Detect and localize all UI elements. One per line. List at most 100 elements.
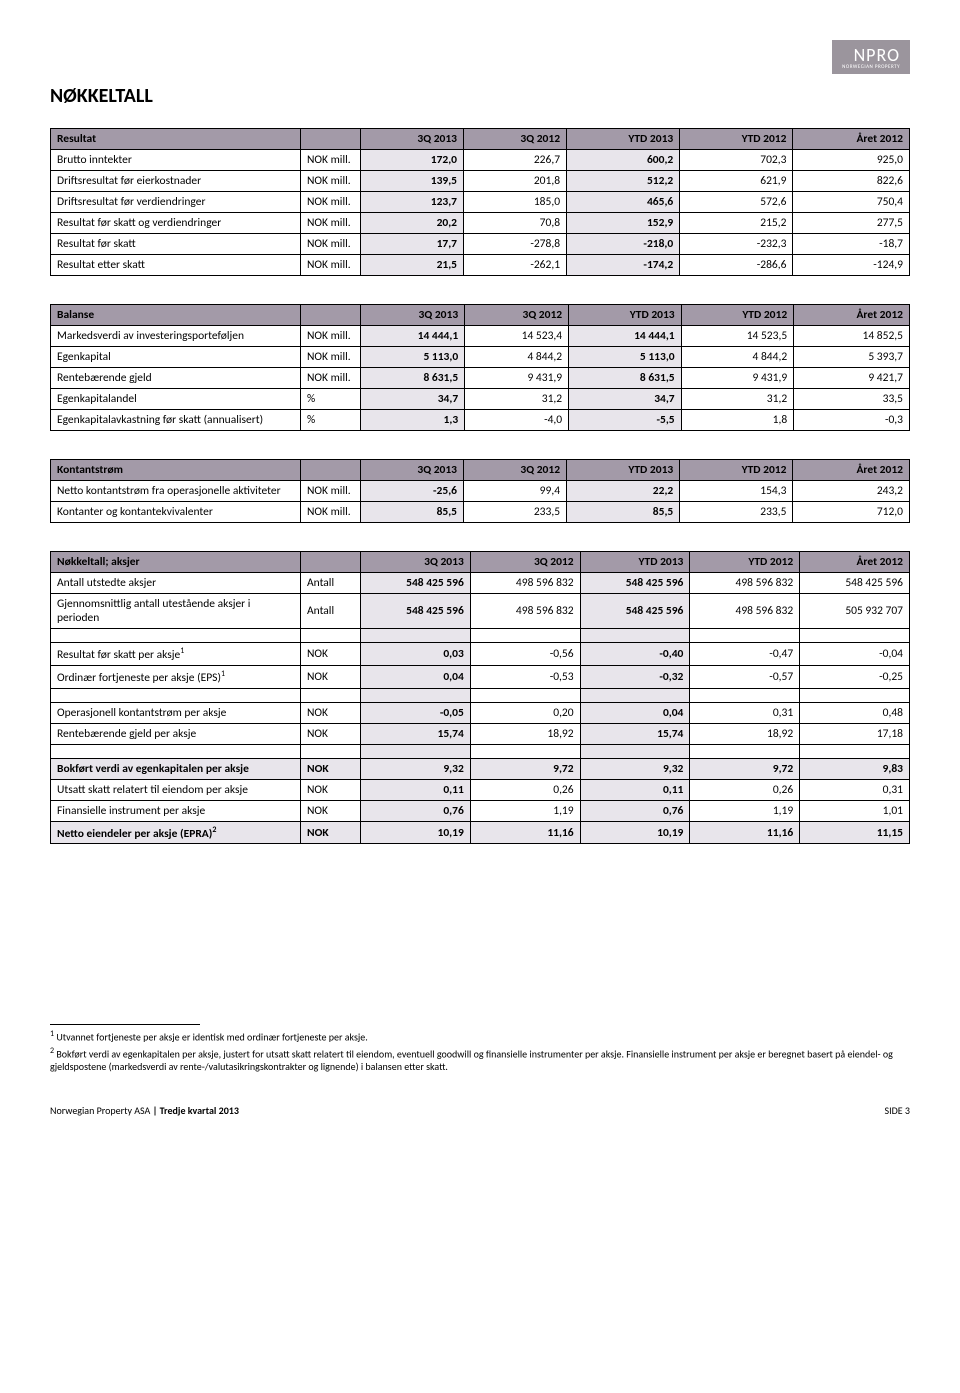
col-header: 3Q 2013 — [361, 552, 471, 573]
cell-value: 14 444,1 — [361, 326, 465, 347]
table-row: Markedsverdi av investeringsporteføljenN… — [51, 326, 910, 347]
cell-value: 498 596 832 — [690, 594, 800, 629]
row-unit: Antall — [301, 573, 361, 594]
col-header: Året 2012 — [793, 129, 910, 150]
cell-value: 702,3 — [680, 150, 793, 171]
kontant-table: Kontantstrøm3Q 20133Q 2012YTD 2013YTD 20… — [50, 459, 910, 523]
cell-value: 0,26 — [690, 779, 800, 800]
row-label: Operasjonell kontantstrøm per aksje — [51, 702, 301, 723]
cell-value: 0,48 — [800, 702, 910, 723]
cell-value: 10,19 — [361, 821, 471, 844]
cell-value: 9 431,9 — [465, 368, 569, 389]
row-label: Utsatt skatt relatert til eiendom per ak… — [51, 779, 301, 800]
cell-value: 0,11 — [361, 779, 471, 800]
col-header: 3Q 2012 — [465, 305, 569, 326]
cell-value: 1,3 — [361, 410, 465, 431]
cell-value: 11,15 — [800, 821, 910, 844]
cell-value: 512,2 — [567, 171, 680, 192]
table-row — [51, 629, 910, 643]
cell-value: 822,6 — [793, 171, 910, 192]
col-header: YTD 2012 — [680, 460, 793, 481]
table-row: Bokført verdi av egenkapitalen per aksje… — [51, 758, 910, 779]
row-label: Brutto inntekter — [51, 150, 301, 171]
col-header: 3Q 2012 — [470, 552, 580, 573]
row-label: Egenkapital — [51, 347, 301, 368]
cell-value: 20,2 — [361, 213, 464, 234]
row-label: Gjennomsnittlig antall utestående aksjer… — [51, 594, 301, 629]
cell-value: 233,5 — [464, 502, 567, 523]
table-row: Rentebærende gjeld per aksjeNOK15,7418,9… — [51, 723, 910, 744]
cell-value: 548 425 596 — [580, 594, 690, 629]
cell-value: 548 425 596 — [361, 573, 471, 594]
cell-value: 185,0 — [464, 192, 567, 213]
cell-value: 0,20 — [470, 702, 580, 723]
cell-value: 9 421,7 — [794, 368, 910, 389]
row-label: Resultat før skatt per aksje1 — [51, 643, 301, 666]
col-header: YTD 2013 — [580, 552, 690, 573]
cell-value: 8 631,5 — [569, 368, 682, 389]
cell-value: 0,26 — [470, 779, 580, 800]
cell-value: 1,19 — [470, 800, 580, 821]
table-row: Egenkapitalavkastning før skatt (annuali… — [51, 410, 910, 431]
table-row: Netto eiendeler per aksje (EPRA)2NOK10,1… — [51, 821, 910, 844]
col-header: YTD 2012 — [690, 552, 800, 573]
cell-value: 9,83 — [800, 758, 910, 779]
cell-value: -18,7 — [793, 234, 910, 255]
table-row: EgenkapitalNOK mill.5 113,04 844,25 113,… — [51, 347, 910, 368]
cell-value: 9,72 — [470, 758, 580, 779]
col-header: 3Q 2012 — [464, 460, 567, 481]
cell-value: 10,19 — [580, 821, 690, 844]
cell-value: 85,5 — [361, 502, 464, 523]
table-row: Gjennomsnittlig antall utestående aksjer… — [51, 594, 910, 629]
row-label: Egenkapitalavkastning før skatt (annuali… — [51, 410, 301, 431]
cell-value: 14 523,5 — [681, 326, 794, 347]
cell-value: 14 852,5 — [794, 326, 910, 347]
cell-value: 139,5 — [361, 171, 464, 192]
table-row: Kontanter og kontantekvivalenterNOK mill… — [51, 502, 910, 523]
cell-value: 498 596 832 — [470, 573, 580, 594]
cell-value: 152,9 — [567, 213, 680, 234]
footer-left: Norwegian Property ASA | Tredje kvartal … — [50, 1104, 239, 1117]
col-header: Året 2012 — [793, 460, 910, 481]
row-unit: % — [301, 389, 361, 410]
col-header: YTD 2013 — [567, 460, 680, 481]
table-row — [51, 744, 910, 758]
col-header: YTD 2013 — [567, 129, 680, 150]
cell-value: -0,47 — [690, 643, 800, 666]
cell-value: 5 113,0 — [361, 347, 465, 368]
cell-value: -0,04 — [800, 643, 910, 666]
col-header: Året 2012 — [794, 305, 910, 326]
cell-value: 14 523,4 — [465, 326, 569, 347]
row-unit: NOK mill. — [301, 150, 361, 171]
table-row: Antall utstedte aksjerAntall548 425 5964… — [51, 573, 910, 594]
cell-value: 11,16 — [470, 821, 580, 844]
cell-value: 215,2 — [680, 213, 793, 234]
cell-value: 17,18 — [800, 723, 910, 744]
row-label: Resultat før skatt — [51, 234, 301, 255]
col-header: 3Q 2012 — [464, 129, 567, 150]
cell-value: 1,01 — [800, 800, 910, 821]
cell-value: 5 393,7 — [794, 347, 910, 368]
cell-value: -262,1 — [464, 255, 567, 276]
table-row: Ordinær fortjeneste per aksje (EPS)1NOK0… — [51, 665, 910, 688]
cell-value: 498 596 832 — [470, 594, 580, 629]
resultat-table: Resultat3Q 20133Q 2012YTD 2013YTD 2012År… — [50, 128, 910, 276]
row-unit: NOK — [301, 665, 361, 688]
cell-value: 750,4 — [793, 192, 910, 213]
table-row: Finansielle instrument per aksjeNOK0,761… — [51, 800, 910, 821]
cell-value: 1,8 — [681, 410, 794, 431]
row-unit: NOK — [301, 702, 361, 723]
cell-value: -25,6 — [361, 481, 464, 502]
row-unit: % — [301, 410, 361, 431]
row-label: Resultat etter skatt — [51, 255, 301, 276]
row-label: Rentebærende gjeld per aksje — [51, 723, 301, 744]
row-unit: NOK mill. — [301, 502, 361, 523]
page-title: NØKKELTALL — [50, 84, 910, 108]
cell-value: 99,4 — [464, 481, 567, 502]
cell-value: 123,7 — [361, 192, 464, 213]
cell-value: 9,32 — [580, 758, 690, 779]
row-label: Kontanter og kontantekvivalenter — [51, 502, 301, 523]
cell-value: 34,7 — [361, 389, 465, 410]
cell-value: 0,31 — [800, 779, 910, 800]
row-label: Resultat før skatt og verdiendringer — [51, 213, 301, 234]
